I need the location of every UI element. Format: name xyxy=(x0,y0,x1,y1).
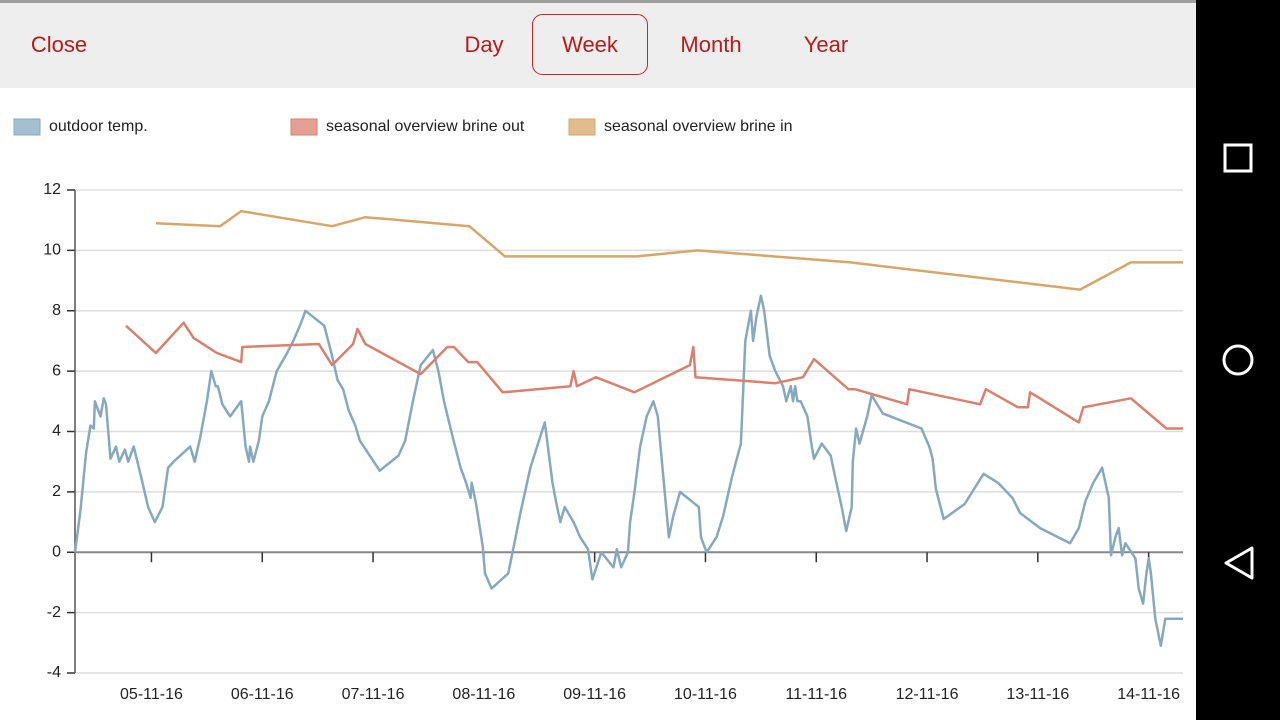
x-tick-label: 06-11-16 xyxy=(231,686,294,703)
x-tick-label: 12-11-16 xyxy=(896,686,959,703)
status-shadow xyxy=(0,0,1196,3)
y-tick-label: -4 xyxy=(47,664,61,681)
x-tick-label: 09-11-16 xyxy=(563,686,626,703)
legend-label: seasonal overview brine in xyxy=(604,118,793,135)
y-tick-label: 6 xyxy=(52,362,61,379)
recents-button[interactable] xyxy=(1223,143,1253,173)
x-tick-label: 14-11-16 xyxy=(1117,686,1180,703)
series-line xyxy=(73,294,1183,648)
tab-day[interactable]: Day xyxy=(464,32,503,57)
legend-label: outdoor temp. xyxy=(49,118,148,135)
y-tick-label: 2 xyxy=(52,483,61,500)
back-button[interactable] xyxy=(1224,546,1254,580)
close-button[interactable]: Close xyxy=(31,32,87,57)
x-tick-label: 08-11-16 xyxy=(452,686,515,703)
legend-label: seasonal overview brine out xyxy=(326,118,525,135)
series-line xyxy=(155,209,1183,291)
x-tick-label: 13-11-16 xyxy=(1006,686,1069,703)
nav-bar xyxy=(1196,0,1280,720)
selected-tab-border xyxy=(532,14,648,75)
tab-year[interactable]: Year xyxy=(804,32,848,57)
tab-week[interactable]: Week xyxy=(562,32,619,57)
y-tick-label: 12 xyxy=(43,181,61,198)
chart: -4 -2 0 2 4 6 8 10 12 05-11-16 06-11-16 07-11-16 08-… xyxy=(13,118,1183,703)
legend-swatch xyxy=(290,118,318,136)
x-tick-label: 07-11-16 xyxy=(342,686,405,703)
tab-month[interactable]: Month xyxy=(680,32,741,57)
x-tick-label: 11-11-16 xyxy=(785,686,847,703)
y-tick-label: 8 xyxy=(52,302,61,319)
series-line xyxy=(125,321,1183,430)
y-tick-label: 10 xyxy=(43,242,61,259)
x-tick-label: 05-11-16 xyxy=(120,686,183,703)
y-tick-label: 0 xyxy=(52,543,61,560)
x-tick-label: 10-11-16 xyxy=(674,686,737,703)
y-tick-label: 4 xyxy=(52,423,61,440)
y-tick-label: -2 xyxy=(47,604,61,621)
legend-swatch xyxy=(13,118,41,136)
legend-swatch xyxy=(568,118,596,136)
home-button[interactable] xyxy=(1222,344,1254,376)
